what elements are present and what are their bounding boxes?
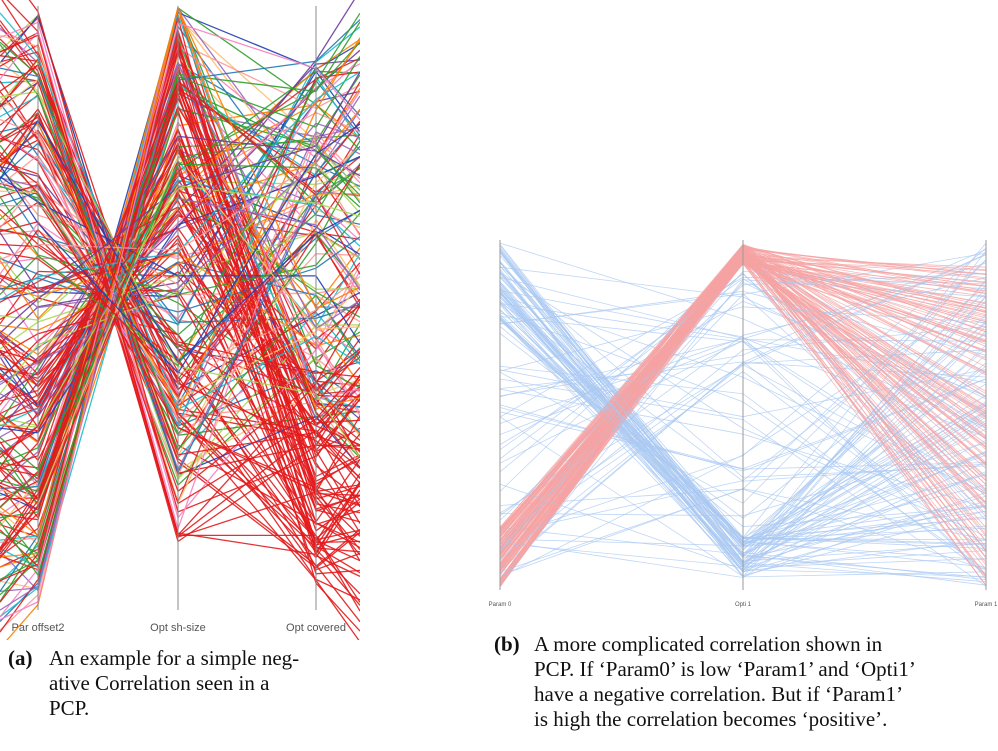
caption-a-tag: (a) (8, 646, 33, 670)
caption-b-line-4: is high the correlation becomes ‘positiv… (534, 707, 888, 731)
axis-label-opt-covered: Opt covered (286, 622, 346, 634)
caption-a-line-1: An example for a simple neg- (49, 646, 300, 670)
caption-b-line-1: A more complicated correlation shown in (534, 632, 883, 656)
parallel-coordinates-plot-a: Par offset2 Opt sh-size Opt covered (0, 0, 360, 640)
axis-label-param-0: Param 0 (489, 602, 512, 608)
axis-label-par-offset2: Par offset2 (12, 622, 65, 634)
caption-a-line-2: ative Correlation seen in a (49, 671, 270, 695)
caption-a-text: An example for a simple neg- ative Corre… (49, 646, 299, 721)
axis-label-opt-sh-size: Opt sh-size (150, 622, 206, 634)
parallel-coordinates-plot-b: Param 0 Opti 1 Param 1 (489, 240, 998, 608)
axis-label-opti-1: Opti 1 (735, 602, 752, 608)
caption-b-text: A more complicated correlation shown in … (534, 632, 916, 732)
caption-a-line-3: PCP. (49, 696, 90, 720)
axis-label-param-1: Param 1 (975, 602, 998, 608)
figure-b: Param 0 Opti 1 Param 1 (488, 232, 998, 612)
caption-a: (a) An example for a simple neg- ative C… (8, 646, 358, 746)
caption-b: (b) A more complicated correlation shown… (494, 632, 994, 747)
caption-b-tag: (b) (494, 632, 520, 656)
caption-b-line-3: have a negative correlation. But if ‘Par… (534, 682, 904, 706)
caption-b-line-2: PCP. If ‘Param0’ is low ‘Param1’ and ‘Op… (534, 657, 916, 681)
figure-a: Par offset2 Opt sh-size Opt covered (0, 0, 360, 640)
